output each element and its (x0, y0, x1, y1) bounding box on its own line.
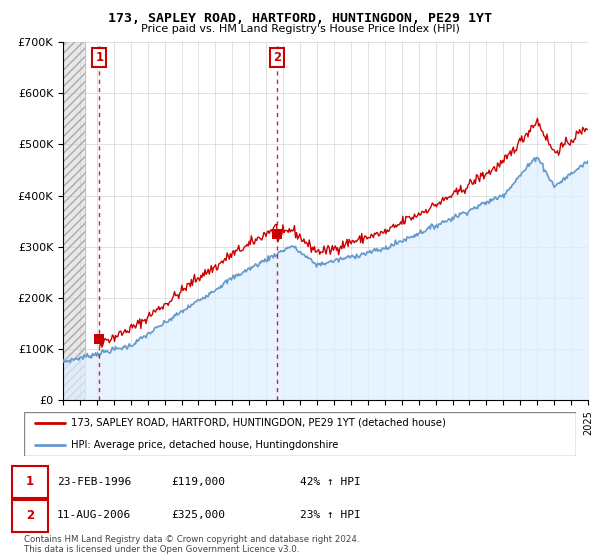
Text: £325,000: £325,000 (171, 510, 225, 520)
Text: 2: 2 (26, 508, 34, 522)
Text: 1: 1 (95, 51, 103, 64)
Text: 23-FEB-1996: 23-FEB-1996 (57, 477, 131, 487)
Text: 173, SAPLEY ROAD, HARTFORD, HUNTINGDON, PE29 1YT: 173, SAPLEY ROAD, HARTFORD, HUNTINGDON, … (108, 12, 492, 25)
Text: 42% ↑ HPI: 42% ↑ HPI (300, 477, 361, 487)
FancyBboxPatch shape (24, 412, 576, 456)
Text: 173, SAPLEY ROAD, HARTFORD, HUNTINGDON, PE29 1YT (detached house): 173, SAPLEY ROAD, HARTFORD, HUNTINGDON, … (71, 418, 446, 428)
Text: 11-AUG-2006: 11-AUG-2006 (57, 510, 131, 520)
Text: HPI: Average price, detached house, Huntingdonshire: HPI: Average price, detached house, Hunt… (71, 440, 338, 450)
Text: 1: 1 (26, 475, 34, 488)
Text: 2: 2 (272, 51, 281, 64)
Text: Price paid vs. HM Land Registry's House Price Index (HPI): Price paid vs. HM Land Registry's House … (140, 24, 460, 34)
Text: 23% ↑ HPI: 23% ↑ HPI (300, 510, 361, 520)
Text: £119,000: £119,000 (171, 477, 225, 487)
Text: Contains HM Land Registry data © Crown copyright and database right 2024.
This d: Contains HM Land Registry data © Crown c… (24, 535, 359, 554)
